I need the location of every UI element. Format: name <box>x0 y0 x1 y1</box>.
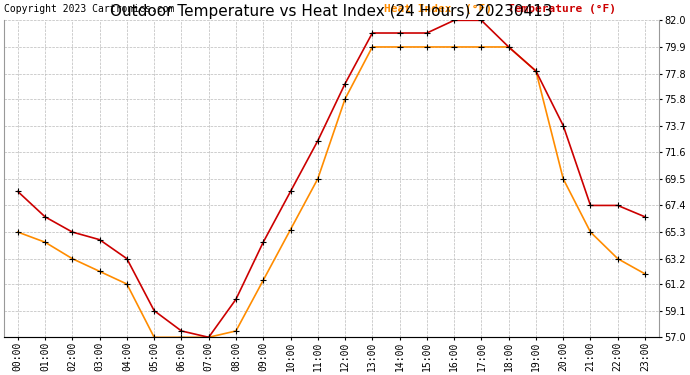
Text: Heat Index  (°F): Heat Index (°F) <box>384 4 492 14</box>
Title: Outdoor Temperature vs Heat Index (24 Hours) 20230413: Outdoor Temperature vs Heat Index (24 Ho… <box>110 4 553 19</box>
Text: Copyright 2023 Cartronics.com: Copyright 2023 Cartronics.com <box>4 4 175 14</box>
Text: Temperature (°F): Temperature (°F) <box>508 4 616 14</box>
